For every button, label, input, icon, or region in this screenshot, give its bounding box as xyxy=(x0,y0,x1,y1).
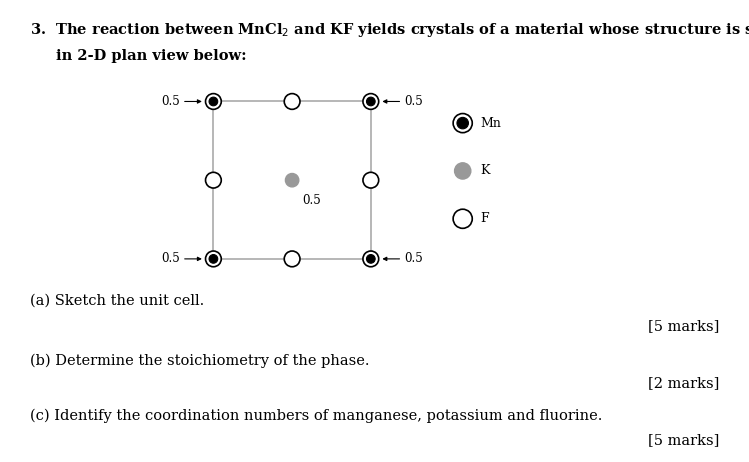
Text: [5 marks]: [5 marks] xyxy=(648,433,719,447)
Circle shape xyxy=(455,163,471,179)
Text: [2 marks]: [2 marks] xyxy=(648,377,719,390)
Text: (b) Determine the stoichiometry of the phase.: (b) Determine the stoichiometry of the p… xyxy=(30,353,369,368)
Text: (a) Sketch the unit cell.: (a) Sketch the unit cell. xyxy=(30,293,204,307)
Text: 0.5: 0.5 xyxy=(404,252,422,265)
Text: F: F xyxy=(480,212,488,225)
Circle shape xyxy=(285,174,299,187)
Text: 0.5: 0.5 xyxy=(162,252,181,265)
Text: K: K xyxy=(480,164,490,177)
Text: in 2-D plan view below:: in 2-D plan view below: xyxy=(56,49,247,62)
Text: 0.5: 0.5 xyxy=(404,95,422,108)
Circle shape xyxy=(209,97,218,106)
Circle shape xyxy=(363,251,379,267)
Circle shape xyxy=(205,94,221,109)
Circle shape xyxy=(366,97,375,106)
Circle shape xyxy=(209,255,218,263)
Text: (c) Identify the coordination numbers of manganese, potassium and fluorine.: (c) Identify the coordination numbers of… xyxy=(30,409,602,423)
Circle shape xyxy=(284,251,300,267)
Circle shape xyxy=(284,94,300,109)
Circle shape xyxy=(366,255,375,263)
Text: 0.5: 0.5 xyxy=(303,194,321,207)
Text: Mn: Mn xyxy=(480,116,501,130)
Circle shape xyxy=(457,117,468,129)
Circle shape xyxy=(205,251,221,267)
Circle shape xyxy=(363,94,379,109)
Circle shape xyxy=(363,172,379,188)
Text: [5 marks]: [5 marks] xyxy=(648,319,719,333)
Circle shape xyxy=(205,172,221,188)
Text: 3.  The reaction between MnCl$_2$ and KF yields crystals of a material whose str: 3. The reaction between MnCl$_2$ and KF … xyxy=(30,21,749,39)
Circle shape xyxy=(453,114,473,133)
Text: 0.5: 0.5 xyxy=(162,95,181,108)
Circle shape xyxy=(453,209,473,228)
